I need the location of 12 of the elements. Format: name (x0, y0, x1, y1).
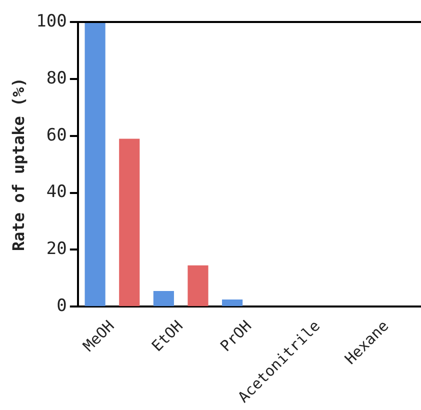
bar (84, 22, 106, 306)
y-tick-label: 60 (46, 125, 67, 146)
y-axis-title: Rate of uptake (%) (8, 78, 28, 252)
y-tick-label: 40 (46, 182, 67, 202)
bar (119, 138, 140, 306)
bar (153, 290, 174, 306)
bar (188, 265, 208, 306)
y-tick-label: 100 (36, 11, 67, 32)
bar (222, 300, 243, 306)
y-tick-label: 80 (46, 68, 67, 88)
y-tick-label: 20 (46, 239, 67, 260)
y-tick-label: 0 (56, 296, 67, 316)
